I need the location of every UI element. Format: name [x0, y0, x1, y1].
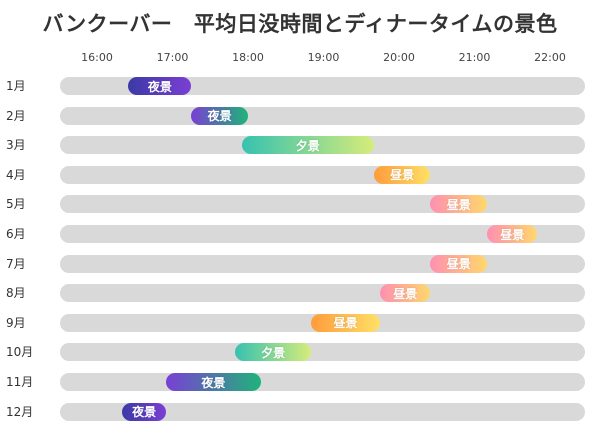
row-track: 昼景 — [60, 254, 585, 273]
x-tick-label: 20:00 — [383, 51, 415, 64]
x-tick-label: 16:00 — [81, 51, 113, 64]
row-track: 夜景 — [60, 77, 585, 95]
row-track: 昼景 — [60, 195, 585, 214]
time-segment: 昼景 — [380, 284, 431, 303]
row-label-month: 12月 — [6, 404, 34, 419]
time-segment: 夜景 — [122, 402, 167, 421]
time-segment: 夜景 — [166, 373, 261, 391]
x-tick-label: 22:00 — [534, 51, 566, 64]
row-track: 夜景 — [60, 402, 585, 421]
time-segment: 夜景 — [191, 106, 248, 125]
row-label-month: 1月 — [6, 79, 26, 93]
time-segment: 夜景 — [128, 77, 192, 95]
time-segment: 昼景 — [310, 313, 381, 332]
time-segment: 昼景 — [430, 195, 488, 214]
row-label-month: 7月 — [6, 256, 26, 271]
row-track: 昼景 — [60, 313, 585, 332]
x-tick-label: 19:00 — [307, 51, 340, 64]
row-label-month: 2月 — [6, 108, 26, 123]
x-tick-label: 18:00 — [232, 51, 264, 64]
row-label-month: 3月 — [6, 138, 26, 153]
row-track: 夕景 — [60, 136, 585, 155]
chart-title: バンクーバー 平均日没時間とディナータイムの景色 — [42, 12, 558, 36]
row-track: 昼景 — [60, 165, 585, 184]
row-track: 昼景 — [60, 225, 585, 243]
row-track: 夜景 — [60, 106, 585, 125]
time-segment: 夕景 — [235, 343, 311, 362]
row-label-month: 5月 — [6, 197, 26, 212]
time-segment: 昼景 — [430, 254, 488, 273]
row-label-month: 11月 — [6, 375, 34, 389]
row-label-month: 9月 — [6, 315, 26, 330]
time-segment: 夕景 — [241, 136, 374, 155]
row-label-month: 6月 — [6, 227, 26, 241]
row-label-month: 4月 — [6, 167, 26, 182]
row-track: 昼景 — [60, 284, 585, 303]
time-segment: 昼景 — [373, 165, 431, 184]
x-tick-label: 17:00 — [156, 51, 189, 64]
x-tick-label: 21:00 — [458, 51, 491, 64]
time-segment: 昼景 — [487, 225, 538, 243]
row-track: 夕景 — [60, 343, 585, 362]
row-track: 夜景 — [60, 373, 585, 391]
row-label-month: 8月 — [6, 286, 26, 301]
row-label-month: 10月 — [6, 345, 34, 360]
